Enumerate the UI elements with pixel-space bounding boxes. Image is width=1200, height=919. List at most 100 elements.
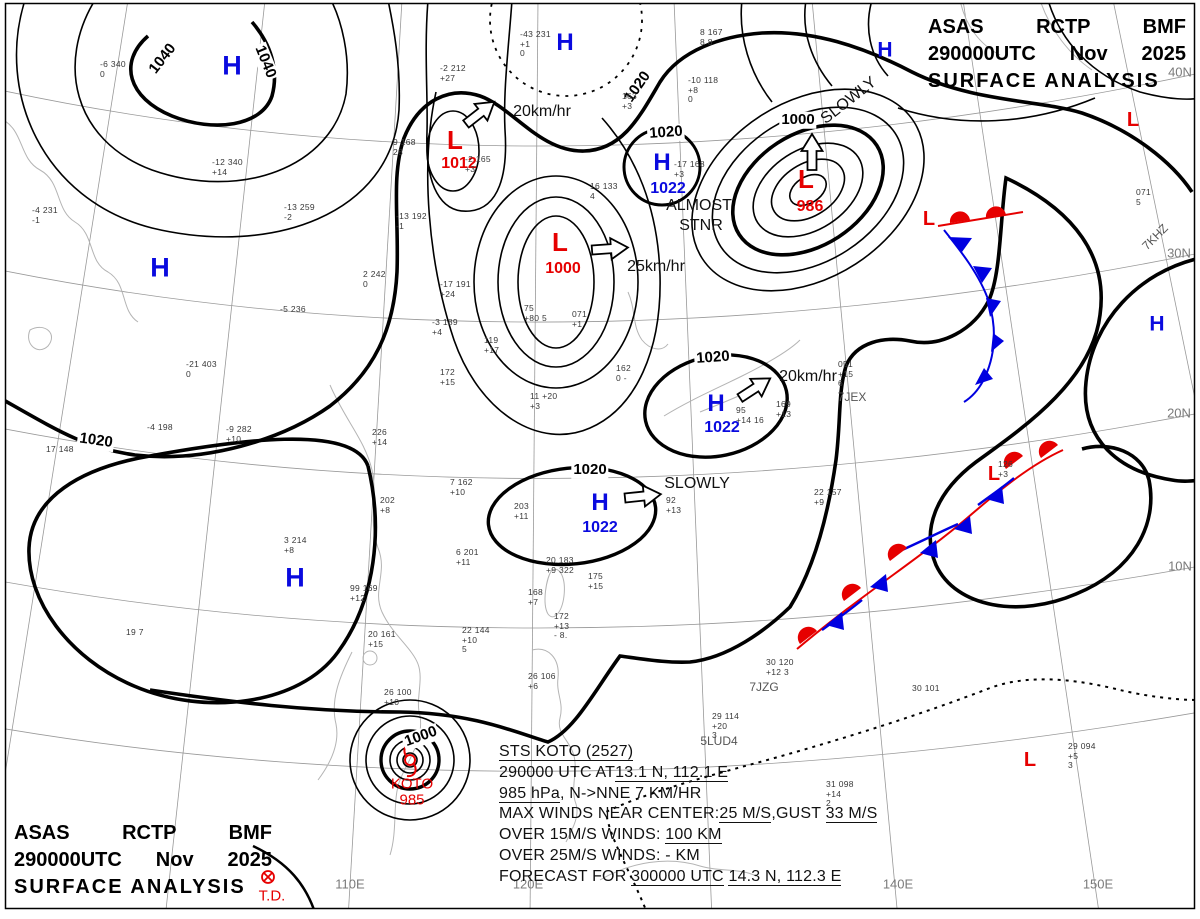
station-plot: 172 +13- 8. (554, 611, 570, 640)
misc-label: T.D. (258, 887, 286, 905)
map-frame (4, 2, 1196, 910)
title-block-top-right: ASAS RCTP BMF 290000UTC Nov 2025 SURFACE… (928, 14, 1186, 95)
arrow-n-icon (799, 132, 825, 171)
pressure-center-l: L (1126, 109, 1140, 131)
station-plot: 162 0 - (616, 363, 632, 383)
station-plot: 169 +13 (776, 399, 792, 419)
pressure-center-h: H (1149, 312, 1165, 336)
station-plot: -17 168 +3 (674, 159, 705, 179)
station-plot: -17 191 +24 (440, 279, 471, 299)
misc-label: 7JEX (837, 390, 867, 404)
storm-info-line: MAX WINDS NEAR CENTER:25 M/S,GUST 33 M/S (499, 805, 878, 824)
isobar-label: 1020 (571, 460, 609, 479)
station-plot: 95 +14 16 (736, 405, 765, 425)
station-plot: 26 106 +6 (528, 671, 556, 691)
title-line: SURFACE ANALYSIS (14, 876, 246, 898)
pressure-center-h: H (285, 562, 305, 593)
station-plot: 168 +7 (528, 587, 544, 607)
pressure-value: 1012 (441, 155, 477, 172)
station-plot: 30 120 +12 3 (766, 657, 794, 677)
station-plot: -4 198 (147, 422, 173, 432)
misc-label: 985 (399, 791, 425, 809)
station-plot: -6 340 0 (100, 59, 126, 79)
station-plot: 31 098 +14 2 (826, 779, 854, 808)
station-plot: -3 189 +4 (432, 317, 458, 337)
isobar-label: 1020 (646, 123, 686, 143)
arrow-e-icon (590, 236, 630, 261)
station-plot: 175 +15 (588, 571, 604, 591)
station-plot: 19 7 (126, 627, 144, 637)
pressure-center-h: H (707, 390, 725, 417)
geo-label: 20N (1167, 405, 1191, 421)
pressure-center-h: H (591, 489, 609, 516)
station-plot: 20 183 +9 322 (546, 555, 575, 575)
pressure-center-h: H (877, 38, 893, 62)
pressure-center-l: L (447, 125, 463, 155)
storm-info-line: FORECAST FOR 300000 UTC 14.3 N, 112.3 E (499, 867, 842, 886)
storm-info-line: OVER 25M/S WINDS: - KM (499, 846, 700, 864)
pressure-value: 1000 (545, 260, 581, 277)
station-plot: -13 259 -2 (284, 202, 315, 222)
station-plot: 22 157 +9 (814, 487, 842, 507)
pressure-value: 1022 (650, 180, 686, 197)
storm-info-line: OVER 15M/S WINDS: 100 KM (499, 826, 722, 845)
station-plot: 92 +13 (666, 495, 682, 515)
station-plot: -43 231 +1 0 (520, 29, 551, 58)
isobars-thin (15, 3, 1195, 821)
station-plot: -9 282 +10 (226, 424, 252, 444)
station-plot: -2 165 +3 (465, 154, 491, 174)
station-plot: -21 403 0 (186, 359, 217, 379)
station-plot: -10 118 +8 0 (688, 75, 719, 104)
storm-info-line: 985 hPa, N->NNE 7 KM/HR (499, 784, 702, 803)
motion-label: 20km/hr (779, 368, 837, 385)
station-plot: 071 5 (1136, 187, 1152, 207)
station-plot: 126 +3 (998, 459, 1014, 479)
station-plot: 071 +1 (572, 309, 588, 329)
misc-label: 7JZG (749, 680, 779, 694)
misc-label: KOTO (390, 775, 434, 793)
motion-label: ALMOST (666, 197, 732, 214)
pressure-value: 1022 (582, 519, 618, 536)
pressure-value: 1022 (704, 419, 740, 436)
station-plot: 20 161 +15 (368, 629, 396, 649)
station-plot: -12 340 +14 (212, 157, 243, 177)
isobar-label: 1000 (779, 110, 817, 129)
dotted-lines (489, 3, 1195, 909)
cold-front (943, 229, 1004, 403)
station-plot: -13 192 -1 (396, 211, 427, 231)
station-plot: 9 168 28 (393, 137, 416, 157)
station-plot: 202 +8 (380, 495, 396, 515)
geo-label: 10N (1168, 558, 1192, 574)
station-plot: 226 +14 (372, 427, 388, 447)
isobar-label: 1020 (693, 348, 733, 368)
station-plot: 22 144 +10 5 (462, 625, 490, 654)
station-plot: 6 201 +11 (456, 547, 479, 567)
station-plot: 16 133 4 (590, 181, 618, 201)
pressure-value: 986 (796, 198, 824, 215)
station-plot: 26 100 +10 (384, 687, 412, 707)
station-plot: 29 114 +20 3 (712, 711, 740, 740)
station-plot: 17 148 (46, 444, 74, 454)
misc-label: 5LUD4 (700, 734, 738, 748)
station-plot: 99 169 +12 (350, 583, 378, 603)
arrow-e-icon (623, 484, 663, 509)
pressure-center-l: L (987, 463, 1001, 485)
isobars-bold (5, 20, 1195, 909)
title-line: ASAS RCTP BMF (928, 16, 1186, 38)
station-plot: 29 094 +5 3 (1068, 741, 1096, 770)
tropical-depression-icon (261, 870, 275, 884)
station-plot: 11 +20 +3 (530, 391, 558, 411)
pressure-center-l: L (1023, 749, 1037, 771)
pressure-center-l: L (552, 227, 568, 257)
warm-front (937, 206, 1024, 227)
motion-arrows (461, 100, 825, 509)
arrow-ne-icon (736, 377, 772, 404)
pressure-center-h: H (653, 149, 671, 176)
storm-info-line: STS KOTO (2527) (499, 743, 634, 761)
geo-label: 140E (882, 876, 914, 892)
station-plot: 75 +80 5 (524, 303, 548, 323)
station-plot: 172 +15 (440, 367, 456, 387)
station-plot: 8 167 8 8 (700, 27, 723, 47)
